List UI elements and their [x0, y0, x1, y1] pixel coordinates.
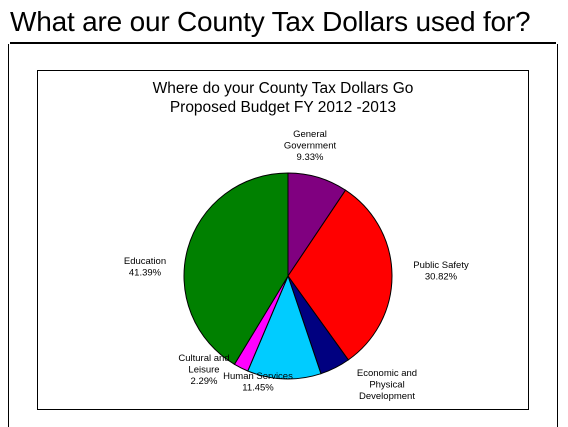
slide-border-right [557, 44, 558, 427]
chart-subtitle: Proposed Budget FY 2012 -2013 [170, 99, 396, 116]
slice-label: Human Services 11.45% [223, 371, 293, 394]
chart-container: Where do your County Tax Dollars Go Prop… [37, 70, 529, 410]
slice-labels: General Government 9.33% Public Safety 30.82… [124, 129, 469, 402]
slice-label: Public Safety 30.82% [413, 260, 469, 283]
slide-title: What are our County Tax Dollars used for… [10, 6, 531, 37]
slice-label: Cultural and Leisure 2.29% [178, 353, 229, 387]
slide-border-left [8, 44, 9, 427]
chart-title: Where do your County Tax Dollars Go [153, 80, 414, 97]
pie-slice [247, 274, 322, 380]
pie-slice [287, 189, 393, 361]
slice-label: Economic and Physical Development [357, 368, 417, 402]
pie-slice [183, 172, 289, 365]
pie-slices [183, 172, 393, 380]
slice-label: Education 41.39% [124, 256, 166, 279]
pie-chart: Where do your County Tax Dollars Go Prop… [124, 80, 469, 402]
title-underline [10, 42, 556, 44]
slice-label: General Government 9.33% [284, 129, 337, 163]
